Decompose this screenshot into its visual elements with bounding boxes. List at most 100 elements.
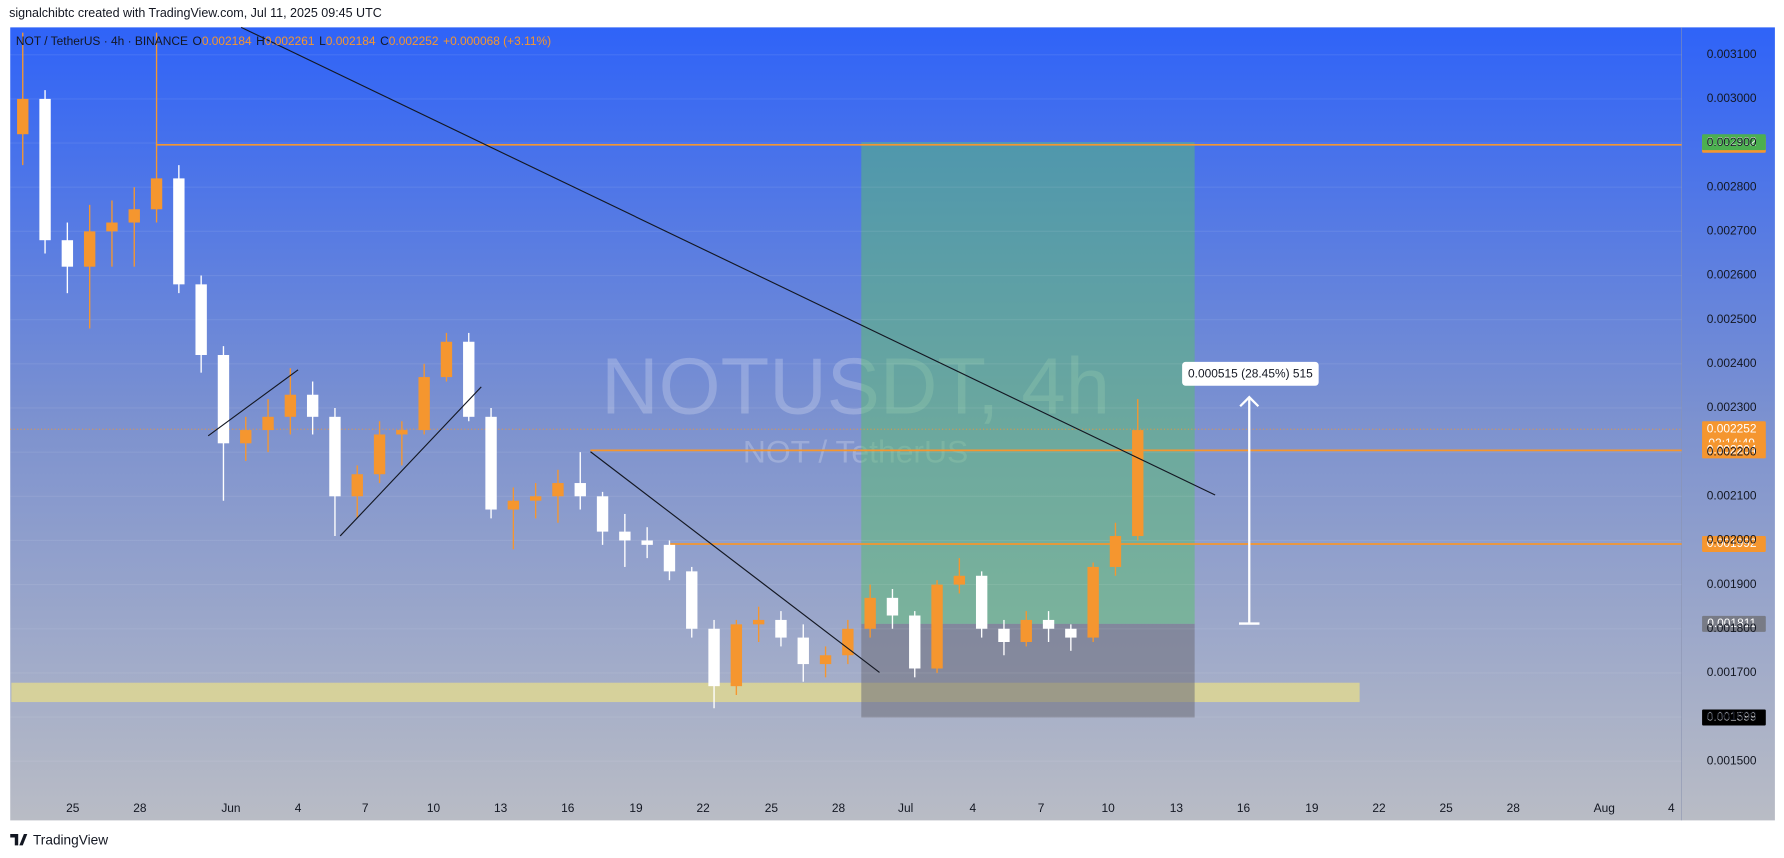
candle-body xyxy=(686,571,698,629)
x-tick-label: 10 xyxy=(1102,801,1116,815)
candle-body xyxy=(886,597,899,616)
x-tick-label: 7 xyxy=(1038,801,1045,815)
legend: NOT / TetherUS · 4h · BINANCE O0.002184 H0… xyxy=(16,34,551,48)
candle-body xyxy=(507,500,520,510)
x-tick-label: 4 xyxy=(1668,801,1675,815)
candle-body xyxy=(485,416,497,510)
logo-mark xyxy=(10,834,28,846)
candle-body xyxy=(529,496,542,501)
x-tick-label: 7 xyxy=(362,801,369,815)
arrow-head xyxy=(1239,395,1260,408)
x-tick-label: 22 xyxy=(1372,801,1386,815)
stop-label: 0.001599 xyxy=(1707,710,1757,724)
trendline xyxy=(590,451,880,673)
y-tick-label: 0.001500 xyxy=(1707,753,1757,767)
candle-body xyxy=(574,483,586,497)
candle-body xyxy=(752,619,765,625)
x-tick-label: Jul xyxy=(898,801,913,815)
x-tick-label: 4 xyxy=(969,801,976,815)
candle-body xyxy=(1087,566,1099,638)
level-tag xyxy=(1702,442,1766,459)
y-tick-label: 0.001600 xyxy=(1707,709,1757,723)
x-tick-label: 28 xyxy=(1507,801,1521,815)
x-tick-label: 19 xyxy=(1305,801,1319,815)
candle-body xyxy=(998,628,1010,643)
measure-arrow xyxy=(1239,395,1260,625)
x-tick-label: 28 xyxy=(133,801,147,815)
candle-body xyxy=(663,544,676,572)
candle-body xyxy=(864,597,876,629)
candle-body xyxy=(931,584,943,669)
candle-body xyxy=(641,540,653,545)
candle-body xyxy=(195,284,207,355)
candle-body xyxy=(842,628,854,656)
footer-brand: TradingView xyxy=(33,832,108,847)
candle-body xyxy=(775,619,787,638)
candle-body xyxy=(730,624,743,687)
y-tick-label: 0.002600 xyxy=(1707,268,1757,282)
candle-body xyxy=(418,377,430,431)
x-tick-label: Aug xyxy=(1594,801,1615,815)
legend-value: 0.002184 xyxy=(326,34,376,48)
candle-body xyxy=(1020,619,1032,643)
candle-body xyxy=(552,483,564,497)
candle-body xyxy=(106,222,118,232)
candle-body xyxy=(596,496,609,532)
legend-key: L xyxy=(319,34,326,48)
level-label: 0.002204 xyxy=(1707,443,1757,457)
y-tick-label: 0.003100 xyxy=(1707,47,1757,61)
y-tick-label: 0.002800 xyxy=(1707,179,1757,193)
y-tick-label: 0.001800 xyxy=(1707,621,1757,635)
y-tick-label: 0.001900 xyxy=(1707,577,1757,591)
x-tick-label: 13 xyxy=(494,801,508,815)
x-tick-label: 22 xyxy=(696,801,710,815)
x-axis: 25 28 Jun 4 7 10 13 16 19 22 25 28 Jul 4 7 10 13 16 19 22 25… xyxy=(66,801,1675,815)
y-tick-label: 0.003000 xyxy=(1707,91,1757,105)
candles xyxy=(17,32,1144,709)
x-tick-label: 10 xyxy=(427,801,441,815)
y-tick-label: 0.002100 xyxy=(1707,488,1757,502)
candle-body xyxy=(17,98,29,135)
candle-body xyxy=(819,655,832,665)
candle-body xyxy=(61,240,74,267)
y-tick-label: 0.002500 xyxy=(1707,312,1757,326)
y-tick-label: 0.002300 xyxy=(1707,400,1757,414)
candle-body xyxy=(39,98,51,241)
legend-change: +0.000068 (+3.11%) xyxy=(443,34,551,48)
x-tick-label: 16 xyxy=(1237,801,1251,815)
trendline xyxy=(339,386,482,537)
x-tick-label: Jun xyxy=(221,801,240,815)
x-tick-label: 25 xyxy=(765,801,779,815)
candle-body xyxy=(619,531,631,541)
y-tick-label: 0.002900 xyxy=(1707,135,1757,149)
measure-box xyxy=(1182,361,1319,386)
candle-body xyxy=(351,474,363,497)
legend-key: O xyxy=(193,34,202,48)
candle-body xyxy=(909,615,921,669)
trendline xyxy=(207,369,299,437)
level-tag xyxy=(1702,536,1766,552)
x-tick-label: 25 xyxy=(66,801,80,815)
candle-body xyxy=(975,575,988,629)
level-label: 0.001992 xyxy=(1707,536,1757,550)
candle-body xyxy=(284,394,297,417)
entry-tag xyxy=(1702,615,1766,632)
candle-body xyxy=(83,231,96,267)
legend-symbol: NOT / TetherUS · 4h · BINANCE xyxy=(16,34,188,48)
candle-body xyxy=(150,178,163,210)
candle-body xyxy=(128,209,140,223)
legend-key: C xyxy=(380,34,389,48)
x-tick-label: 28 xyxy=(832,801,846,815)
x-tick-label: 4 xyxy=(295,801,302,815)
x-tick-label: 13 xyxy=(1170,801,1184,815)
candle-body xyxy=(329,416,341,497)
candle-body xyxy=(953,575,966,585)
last-price-label: 0.002252 xyxy=(1707,421,1757,435)
candle-body xyxy=(797,637,809,665)
candle-body xyxy=(463,341,475,417)
candle-body xyxy=(440,341,453,378)
y-tick-label: 0.001700 xyxy=(1707,665,1757,679)
legend-value: 0.002252 xyxy=(389,34,439,48)
